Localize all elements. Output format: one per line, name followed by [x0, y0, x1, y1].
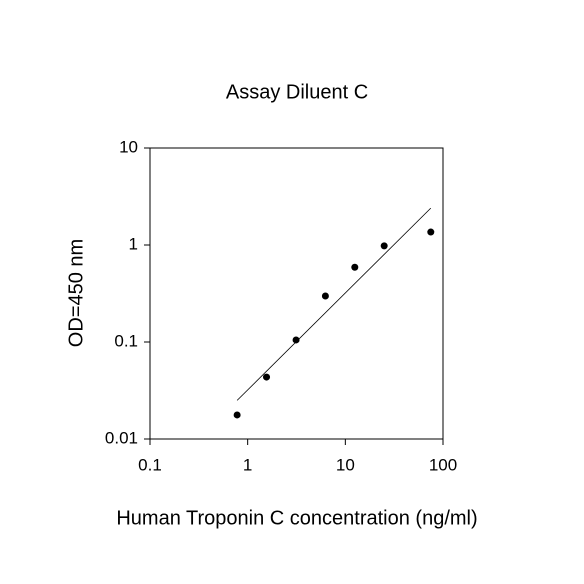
y-tick-label: 1: [129, 234, 138, 253]
x-tick-label: 10: [336, 455, 355, 474]
data-point: [233, 411, 241, 419]
y-tick-label: 0.1: [114, 331, 138, 350]
trend-line: [236, 207, 432, 401]
x-tick-label: 1: [243, 455, 252, 474]
y-tick-label: 0.01: [105, 428, 138, 447]
y-tick-label: 10: [119, 137, 138, 156]
plot-frame: [149, 147, 444, 440]
x-tick-label: 0.1: [138, 455, 162, 474]
data-point: [351, 263, 359, 271]
data-point: [321, 292, 329, 300]
data-point: [380, 242, 388, 250]
y-axis-label: OD=450 nm: [65, 239, 87, 347]
chart-title: Assay Diluent C: [226, 81, 368, 103]
data-point: [263, 373, 271, 381]
data-point: [292, 336, 300, 344]
x-axis-label: Human Troponin C concentration (ng/ml): [116, 507, 477, 529]
data-point: [427, 228, 435, 236]
x-tick-label: 100: [429, 455, 457, 474]
